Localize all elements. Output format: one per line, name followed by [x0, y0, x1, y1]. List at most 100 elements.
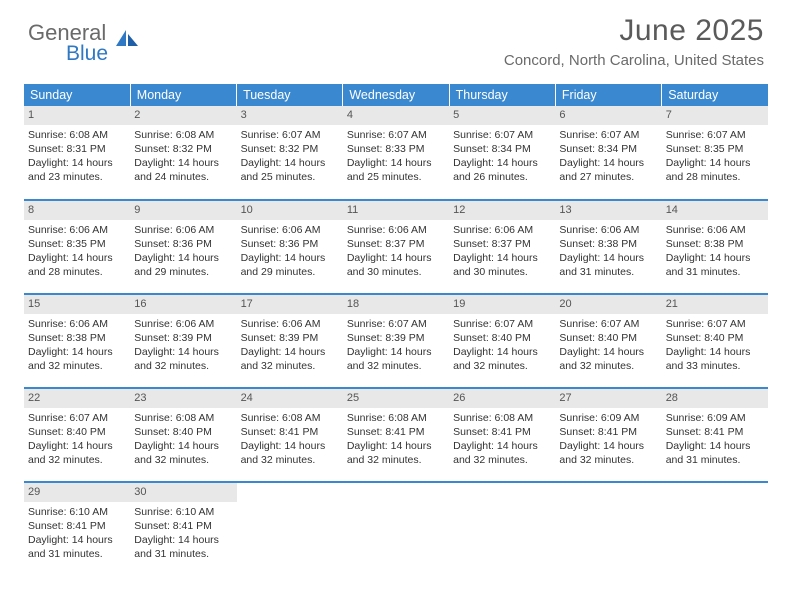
calendar-day: 3 Sunrise: 6:07 AMSunset: 8:32 PMDaylight… — [237, 106, 343, 200]
title-block: June 2025 Concord, North Carolina, Unite… — [504, 14, 764, 69]
sunrise-line: Sunrise: 6:06 AM — [559, 223, 657, 237]
sunrise-line: Sunrise: 6:08 AM — [134, 411, 232, 425]
sunset-line: Sunset: 8:31 PM — [28, 142, 126, 156]
sunrise-line: Sunrise: 6:10 AM — [134, 505, 232, 519]
day-data: Sunrise: 6:09 AMSunset: 8:41 PMDaylight:… — [666, 411, 764, 468]
day-number: 24 — [237, 389, 343, 408]
sunset-line: Sunset: 8:36 PM — [241, 237, 339, 251]
daylight-line: Daylight: 14 hours and 31 minutes. — [134, 533, 232, 561]
calendar-day: 27Sunrise: 6:09 AMSunset: 8:41 PMDayligh… — [555, 388, 661, 482]
calendar-day: 5Sunrise: 6:07 AMSunset: 8:34 PMDaylight… — [449, 106, 555, 200]
day-data: Sunrise: 6:07 AMSunset: 8:40 PMDaylight:… — [559, 317, 657, 374]
sunrise-line: Sunrise: 6:06 AM — [241, 223, 339, 237]
calendar-week: 22Sunrise: 6:07 AMSunset: 8:40 PMDayligh… — [24, 388, 768, 482]
day-header: Sunday — [24, 84, 130, 106]
daylight-line: Daylight: 14 hours and 32 minutes. — [453, 439, 551, 467]
sunrise-line: Sunrise: 6:08 AM — [347, 411, 445, 425]
calendar-day: 13Sunrise: 6:06 AMSunset: 8:38 PMDayligh… — [555, 200, 661, 294]
day-header: Saturday — [662, 84, 768, 106]
daylight-line: Daylight: 14 hours and 24 minutes. — [134, 156, 232, 184]
daylight-line: Daylight: 14 hours and 32 minutes. — [28, 345, 126, 373]
header: General Blue June 2025 Concord, North Ca… — [0, 0, 792, 78]
daylight-line: Daylight: 14 hours and 31 minutes. — [28, 533, 126, 561]
day-data: Sunrise: 6:06 AMSunset: 8:37 PMDaylight:… — [453, 223, 551, 280]
day-number: 16 — [130, 295, 236, 314]
sunrise-line: Sunrise: 6:07 AM — [241, 128, 339, 142]
day-number: 21 — [662, 295, 768, 314]
day-number: 14 — [662, 201, 768, 220]
sunset-line: Sunset: 8:37 PM — [347, 237, 445, 251]
daylight-line: Daylight: 14 hours and 32 minutes. — [134, 345, 232, 373]
sunrise-line: Sunrise: 6:07 AM — [666, 317, 764, 331]
location-subtitle: Concord, North Carolina, United States — [504, 52, 764, 69]
day-data: Sunrise: 6:07 AMSunset: 8:39 PMDaylight:… — [347, 317, 445, 374]
calendar-day: 7Sunrise: 6:07 AMSunset: 8:35 PMDaylight… — [662, 106, 768, 200]
day-data: Sunrise: 6:06 AMSunset: 8:39 PMDaylight:… — [134, 317, 232, 374]
calendar-day: 29 Sunrise: 6:10 AMSunset: 8:41 PMDayligh… — [24, 482, 130, 576]
day-number: 10 — [237, 201, 343, 220]
calendar-day: 10 Sunrise: 6:06 AMSunset: 8:36 PMDayligh… — [237, 200, 343, 294]
calendar-day: 22Sunrise: 6:07 AMSunset: 8:40 PMDayligh… — [24, 388, 130, 482]
day-header: Thursday — [449, 84, 555, 106]
sunset-line: Sunset: 8:32 PM — [241, 142, 339, 156]
calendar-header-row: SundayMondayTuesdayWednesdayThursdayFrid… — [24, 84, 768, 106]
daylight-line: Daylight: 14 hours and 27 minutes. — [559, 156, 657, 184]
daylight-line: Daylight: 14 hours and 28 minutes. — [666, 156, 764, 184]
calendar-day: 4Sunrise: 6:07 AMSunset: 8:33 PMDaylight… — [343, 106, 449, 200]
daylight-line: Daylight: 14 hours and 31 minutes. — [559, 251, 657, 279]
sunset-line: Sunset: 8:41 PM — [453, 425, 551, 439]
day-data: Sunrise: 6:10 AMSunset: 8:41 PMDaylight:… — [28, 505, 126, 562]
daylight-line: Daylight: 14 hours and 29 minutes. — [241, 251, 339, 279]
day-number: 3 — [237, 106, 343, 125]
sunset-line: Sunset: 8:38 PM — [559, 237, 657, 251]
calendar-day: 16 Sunrise: 6:06 AMSunset: 8:39 PMDayligh… — [130, 294, 236, 388]
sunrise-line: Sunrise: 6:06 AM — [453, 223, 551, 237]
day-number: 20 — [555, 295, 661, 314]
day-data: Sunrise: 6:08 AMSunset: 8:32 PMDaylight:… — [134, 128, 232, 185]
calendar-day: 12 Sunrise: 6:06 AMSunset: 8:37 PMDayligh… — [449, 200, 555, 294]
day-number: 29 — [24, 483, 130, 502]
day-data: Sunrise: 6:07 AMSunset: 8:34 PMDaylight:… — [453, 128, 551, 185]
day-number: 8 — [24, 201, 130, 220]
day-number: 2 — [130, 106, 236, 125]
calendar-day: 18Sunrise: 6:07 AMSunset: 8:39 PMDayligh… — [343, 294, 449, 388]
day-number: 1 — [24, 106, 130, 125]
day-data: Sunrise: 6:06 AMSunset: 8:36 PMDaylight:… — [241, 223, 339, 280]
daylight-line: Daylight: 14 hours and 25 minutes. — [347, 156, 445, 184]
logo-sail-icon — [116, 26, 140, 42]
day-number: 23 — [130, 389, 236, 408]
sunset-line: Sunset: 8:40 PM — [28, 425, 126, 439]
calendar-week: 15Sunrise: 6:06 AMSunset: 8:38 PMDayligh… — [24, 294, 768, 388]
sunrise-line: Sunrise: 6:09 AM — [666, 411, 764, 425]
day-data: Sunrise: 6:06 AMSunset: 8:38 PMDaylight:… — [666, 223, 764, 280]
calendar-day: 1 Sunrise: 6:08 AMSunset: 8:31 PMDaylight… — [24, 106, 130, 200]
day-data: Sunrise: 6:08 AMSunset: 8:40 PMDaylight:… — [134, 411, 232, 468]
day-data: Sunrise: 6:10 AMSunset: 8:41 PMDaylight:… — [134, 505, 232, 562]
sunset-line: Sunset: 8:35 PM — [666, 142, 764, 156]
calendar-empty — [449, 482, 555, 576]
day-header: Friday — [555, 84, 661, 106]
day-number: 27 — [555, 389, 661, 408]
sunrise-line: Sunrise: 6:06 AM — [666, 223, 764, 237]
calendar-day: 21Sunrise: 6:07 AMSunset: 8:40 PMDayligh… — [662, 294, 768, 388]
day-data: Sunrise: 6:07 AMSunset: 8:40 PMDaylight:… — [28, 411, 126, 468]
day-data: Sunrise: 6:06 AMSunset: 8:38 PMDaylight:… — [28, 317, 126, 374]
day-number: 25 — [343, 389, 449, 408]
day-data: Sunrise: 6:07 AMSunset: 8:32 PMDaylight:… — [241, 128, 339, 185]
sunset-line: Sunset: 8:32 PM — [134, 142, 232, 156]
calendar-empty — [662, 482, 768, 576]
daylight-line: Daylight: 14 hours and 32 minutes. — [347, 439, 445, 467]
day-number: 11 — [343, 201, 449, 220]
sunset-line: Sunset: 8:39 PM — [134, 331, 232, 345]
sunset-line: Sunset: 8:36 PM — [134, 237, 232, 251]
day-data: Sunrise: 6:08 AMSunset: 8:31 PMDaylight:… — [28, 128, 126, 185]
day-number: 17 — [237, 295, 343, 314]
sunset-line: Sunset: 8:40 PM — [666, 331, 764, 345]
day-data: Sunrise: 6:07 AMSunset: 8:35 PMDaylight:… — [666, 128, 764, 185]
calendar-day: 2 Sunrise: 6:08 AMSunset: 8:32 PMDaylight… — [130, 106, 236, 200]
day-number: 6 — [555, 106, 661, 125]
calendar-empty — [555, 482, 661, 576]
sunset-line: Sunset: 8:41 PM — [666, 425, 764, 439]
sunset-line: Sunset: 8:34 PM — [559, 142, 657, 156]
day-number: 12 — [449, 201, 555, 220]
